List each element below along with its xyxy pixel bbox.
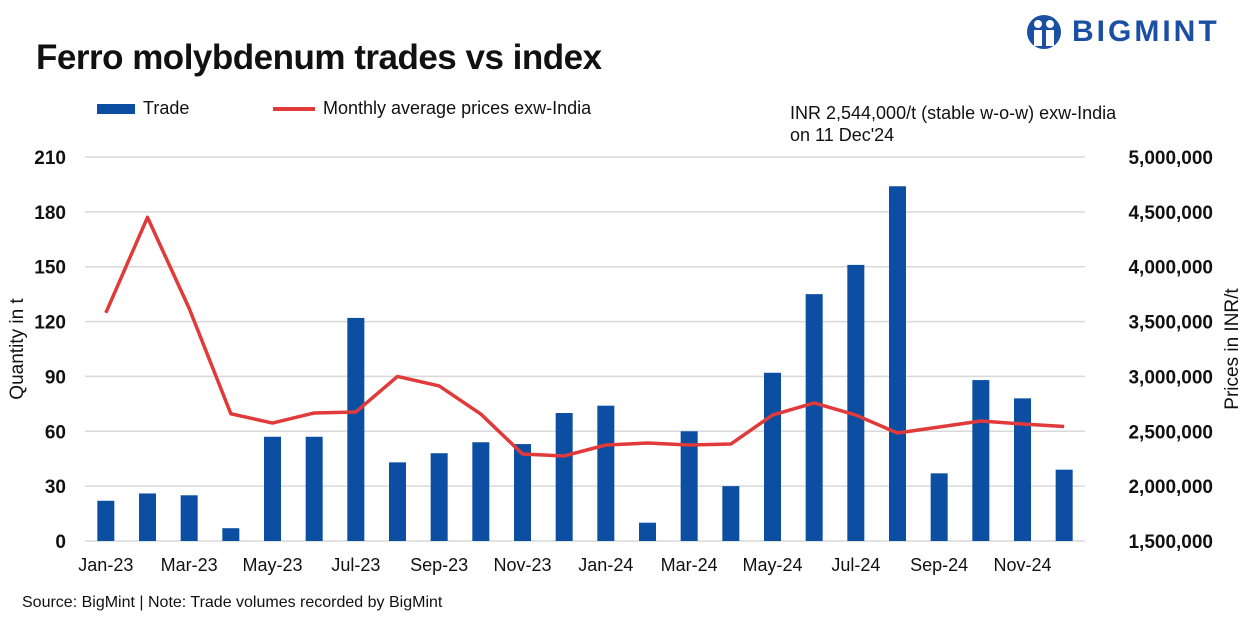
y-axis-label: Quantity in t	[7, 298, 28, 400]
x-tick-label: Sep-23	[410, 555, 468, 575]
y2-tick-label: 3,500,000	[1128, 313, 1213, 334]
legend-swatch-price	[273, 106, 315, 111]
bigmint-logo: BIGMINT	[1026, 12, 1220, 52]
price-line	[104, 215, 1065, 458]
chart-title: Ferro molybdenum trades vs index	[36, 38, 602, 77]
bar-Mar-24	[680, 431, 698, 541]
x-tick-label: Jul-24	[831, 555, 880, 575]
y-tick-label: 90	[45, 367, 66, 388]
legend-label-trade: Trade	[143, 98, 190, 118]
bar-Jul-24	[847, 264, 865, 541]
bar-Apr-24	[722, 486, 740, 541]
bar-Aug-23	[389, 462, 406, 541]
bar-Aug-24	[889, 186, 906, 541]
bar-Jul-23	[347, 317, 365, 541]
bar-Dec-23	[555, 413, 573, 541]
y-tick-label: 60	[45, 422, 66, 443]
bar-May-23	[264, 436, 281, 541]
logo-text: BIGMINT	[1072, 15, 1220, 48]
bar-Jun-24	[805, 294, 823, 541]
legend-item-trade: Trade	[97, 98, 189, 119]
legend-label-price: Monthly average prices exw-India	[323, 98, 592, 118]
price-annotation: INR 2,544,000/t (stable w-o-w) exw-India…	[790, 102, 1116, 146]
y2-tick-label: 5,000,000	[1128, 148, 1213, 169]
y-tick-label: 150	[34, 258, 66, 279]
bar-Nov-23	[514, 444, 531, 541]
y2-tick-label: 1,500,000	[1128, 532, 1213, 553]
bar-Sep-23	[430, 453, 448, 541]
bar-Oct-23	[472, 442, 490, 541]
x-tick-label: Mar-24	[661, 555, 718, 575]
y-tick-label: 120	[34, 313, 66, 334]
x-tick-label: May-24	[742, 555, 802, 575]
y2-tick-label: 4,500,000	[1128, 203, 1213, 224]
bar-May-24	[764, 372, 781, 541]
x-tick-label: Nov-23	[493, 555, 551, 575]
x-tick-label: May-23	[242, 555, 302, 575]
x-tick-label: Jul-23	[331, 555, 380, 575]
x-tick-label: Sep-24	[910, 555, 968, 575]
y2-tick-label: 2,000,000	[1128, 477, 1213, 498]
y2-tick-label: 2,500,000	[1128, 422, 1213, 443]
bar-Apr-23	[222, 528, 240, 541]
annotation-line-1: INR 2,544,000/t (stable w-o-w) exw-India	[790, 103, 1117, 123]
annotation-line-2: on 11 Dec'24	[790, 125, 895, 145]
bar-Oct-24	[972, 380, 990, 541]
bar-Jun-23	[305, 436, 323, 541]
x-tick-label: Jan-24	[578, 555, 633, 575]
legend-swatch-trade	[97, 103, 135, 114]
legend-item-price: Monthly average prices exw-India	[273, 98, 591, 119]
bar-Mar-23	[180, 495, 198, 541]
bigmint-logo-icon	[1027, 15, 1061, 49]
bar-Nov-24	[1014, 398, 1031, 541]
x-tick-label: Nov-24	[993, 555, 1051, 575]
y2-tick-label: 4,000,000	[1128, 258, 1213, 279]
bar-Jan-23	[97, 500, 115, 541]
x-tick-label: Mar-23	[161, 555, 218, 575]
bar-Feb-24	[639, 522, 656, 541]
source-note: Source: BigMint | Note: Trade volumes re…	[22, 594, 443, 611]
x-tick-label: Jan-23	[78, 555, 133, 575]
bar-Jan-24	[597, 405, 615, 541]
y-tick-label: 0	[55, 532, 66, 553]
y2-tick-label: 3,000,000	[1128, 367, 1213, 388]
y-tick-label: 30	[45, 477, 66, 498]
y-tick-label: 210	[34, 148, 66, 169]
bar-Dec-24	[1055, 469, 1073, 541]
y-tick-label: 180	[34, 203, 66, 224]
y2-axis-label: Prices in INR/t	[1222, 288, 1243, 410]
bar-Feb-23	[139, 493, 156, 541]
bar-Sep-24	[930, 473, 948, 541]
